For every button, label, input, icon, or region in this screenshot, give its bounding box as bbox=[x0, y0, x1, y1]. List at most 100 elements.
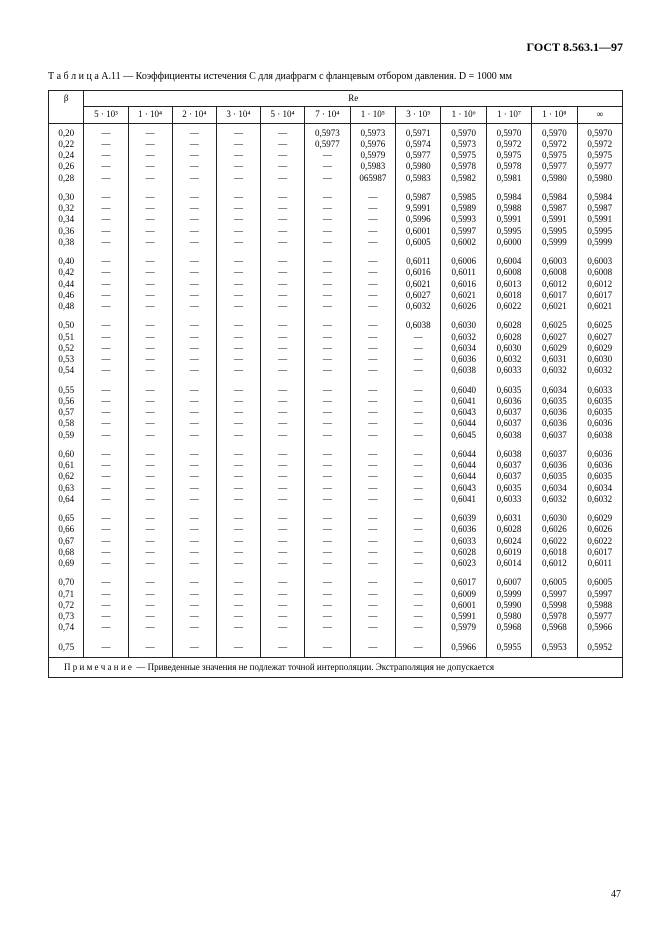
table-caption: Т а б л и ц а А.11 — Коэффициенты истече… bbox=[48, 71, 623, 82]
value-cell: ————— bbox=[305, 316, 350, 380]
value-cell: ————— bbox=[128, 316, 172, 380]
value-cell: ————— bbox=[128, 123, 172, 188]
value-cell: ————— bbox=[84, 316, 128, 380]
value-cell: 0,59730,59760,59790,5983065987 bbox=[350, 123, 396, 188]
value-cell: ————— bbox=[216, 445, 260, 509]
value-cell: 0,60250,60270,60290,60310,6032 bbox=[532, 316, 577, 380]
beta-cell: 0,650,660,670,680,69 bbox=[49, 509, 84, 573]
beta-cell: 0,200,220,240,260,28 bbox=[49, 123, 84, 188]
value-cell: 0,60250,60270,60290,60300,6032 bbox=[577, 316, 622, 380]
beta-cell: 0,550,560,570,580,59 bbox=[49, 381, 84, 445]
value-cell: — bbox=[128, 638, 172, 658]
page-number: 47 bbox=[611, 889, 621, 900]
beta-cell: 0,500,510,520,530,54 bbox=[49, 316, 84, 380]
value-cell: 0,60370,60360,60350,60340,6032 bbox=[532, 445, 577, 509]
value-cell: 0,60070,59990,59900,59800,5968 bbox=[486, 573, 531, 637]
col-re-value: ∞ bbox=[577, 107, 622, 123]
value-cell: 0,60300,60260,60220,60180,6012 bbox=[532, 509, 577, 573]
value-cell: 0,59850,59890,59930,59970,6002 bbox=[441, 188, 486, 252]
value-cell: 0,60440,60440,60440,60430,6041 bbox=[441, 445, 486, 509]
col-re-value: 7 · 10⁴ bbox=[305, 107, 350, 123]
value-cell: 0,60400,60410,60430,60440,6045 bbox=[441, 381, 486, 445]
value-cell: ————— bbox=[216, 123, 260, 188]
value-cell: — bbox=[305, 638, 350, 658]
value-cell: ————— bbox=[261, 381, 305, 445]
value-cell: ————— bbox=[128, 445, 172, 509]
value-cell: ————— bbox=[84, 188, 128, 252]
value-cell: 0,60340,60350,60360,60360,6037 bbox=[532, 381, 577, 445]
value-cell: ————— bbox=[350, 573, 396, 637]
value-cell: — bbox=[172, 638, 216, 658]
value-cell: — bbox=[84, 638, 128, 658]
value-cell: ————— bbox=[216, 509, 260, 573]
value-cell: 0,60310,60280,60240,60190,6014 bbox=[486, 509, 531, 573]
value-cell: ————— bbox=[350, 252, 396, 316]
value-cell: ————— bbox=[172, 123, 216, 188]
beta-cell: 0,300,320,340,360,38 bbox=[49, 188, 84, 252]
value-cell: — bbox=[216, 638, 260, 658]
col-re-value: 3 · 10⁵ bbox=[396, 107, 441, 123]
value-cell: 0,60300,60320,60340,60360,6038 bbox=[441, 316, 486, 380]
value-cell: ————— bbox=[128, 252, 172, 316]
doc-id: ГОСТ 8.563.1—97 bbox=[48, 40, 623, 55]
value-cell: 0,59840,59870,59910,59950,5999 bbox=[577, 188, 622, 252]
value-cell: ————— bbox=[305, 252, 350, 316]
value-cell: — bbox=[350, 638, 396, 658]
value-cell: 0,5966 bbox=[441, 638, 486, 658]
value-cell: ————— bbox=[396, 509, 441, 573]
value-cell: 0,59710,59740,59770,59800,5983 bbox=[396, 123, 441, 188]
value-cell: 0,5952 bbox=[577, 638, 622, 658]
value-cell: ————— bbox=[261, 123, 305, 188]
value-cell: 0,60060,60110,60160,60210,6026 bbox=[441, 252, 486, 316]
value-cell: ————— bbox=[216, 381, 260, 445]
value-cell: ————— bbox=[261, 445, 305, 509]
col-re-value: 2 · 10⁴ bbox=[172, 107, 216, 123]
value-cell: 0,59840,59870,59910,59950,5999 bbox=[532, 188, 577, 252]
table-note: П р и м е ч а н и е — Приведенные значен… bbox=[49, 657, 623, 677]
value-cell: ————— bbox=[261, 316, 305, 380]
caption-num: А.11 — bbox=[101, 71, 133, 82]
value-cell: 0,60290,60260,60220,60170,6011 bbox=[577, 509, 622, 573]
col-re-value: 1 · 10⁵ bbox=[350, 107, 396, 123]
col-re-value: 1 · 10⁸ bbox=[532, 107, 577, 123]
value-cell: 0,60330,60350,60350,60360,6038 bbox=[577, 381, 622, 445]
value-cell: 0,60350,60360,60370,60370,6038 bbox=[486, 381, 531, 445]
value-cell: ————— bbox=[261, 573, 305, 637]
value-cell: ————— bbox=[84, 573, 128, 637]
coefficients-table: β Re 5 · 10³1 · 10⁴2 · 10⁴3 · 10⁴5 · 10⁴… bbox=[48, 90, 623, 678]
value-cell: 0,60050,59970,59880,59770,5966 bbox=[577, 573, 622, 637]
value-cell: ————— bbox=[84, 445, 128, 509]
beta-cell: 0,400,420,440,460,48 bbox=[49, 252, 84, 316]
col-re-value: 5 · 10³ bbox=[84, 107, 128, 123]
value-cell: ————— bbox=[261, 252, 305, 316]
caption-text: Коэффициенты истечения C для диафрагм с … bbox=[136, 71, 512, 82]
value-cell: ————— bbox=[305, 573, 350, 637]
note-text: — Приведенные значения не подлежат точно… bbox=[136, 662, 494, 672]
value-cell: ————— bbox=[172, 445, 216, 509]
value-cell: ————— bbox=[396, 381, 441, 445]
value-cell: ————— bbox=[172, 573, 216, 637]
value-cell: 0,6038———— bbox=[396, 316, 441, 380]
value-cell: ————— bbox=[305, 188, 350, 252]
value-cell: ————— bbox=[172, 188, 216, 252]
value-cell: 0,60390,60360,60330,60280,6023 bbox=[441, 509, 486, 573]
col-re-value: 1 · 10⁴ bbox=[128, 107, 172, 123]
value-cell: 0,60380,60370,60370,60350,6033 bbox=[486, 445, 531, 509]
value-cell: 0,60030,60080,60120,60170,6021 bbox=[532, 252, 577, 316]
value-cell: ————— bbox=[128, 573, 172, 637]
value-cell: ————— bbox=[128, 509, 172, 573]
value-cell: ————— bbox=[305, 445, 350, 509]
value-cell: ————— bbox=[172, 381, 216, 445]
value-cell: ————— bbox=[350, 509, 396, 573]
value-cell: 0,60030,60080,60120,60170,6021 bbox=[577, 252, 622, 316]
value-cell: ————— bbox=[305, 381, 350, 445]
value-cell: 0,59700,59730,59750,59780,5982 bbox=[441, 123, 486, 188]
value-cell: 0,59730,5977——— bbox=[305, 123, 350, 188]
value-cell: ————— bbox=[128, 381, 172, 445]
col-re-value: 1 · 10⁶ bbox=[441, 107, 486, 123]
value-cell: ————— bbox=[216, 316, 260, 380]
value-cell: 0,59879,59910,59960,60010,6005 bbox=[396, 188, 441, 252]
beta-cell: 0,600,610,620,630,64 bbox=[49, 445, 84, 509]
value-cell: ————— bbox=[172, 509, 216, 573]
value-cell: ————— bbox=[396, 445, 441, 509]
